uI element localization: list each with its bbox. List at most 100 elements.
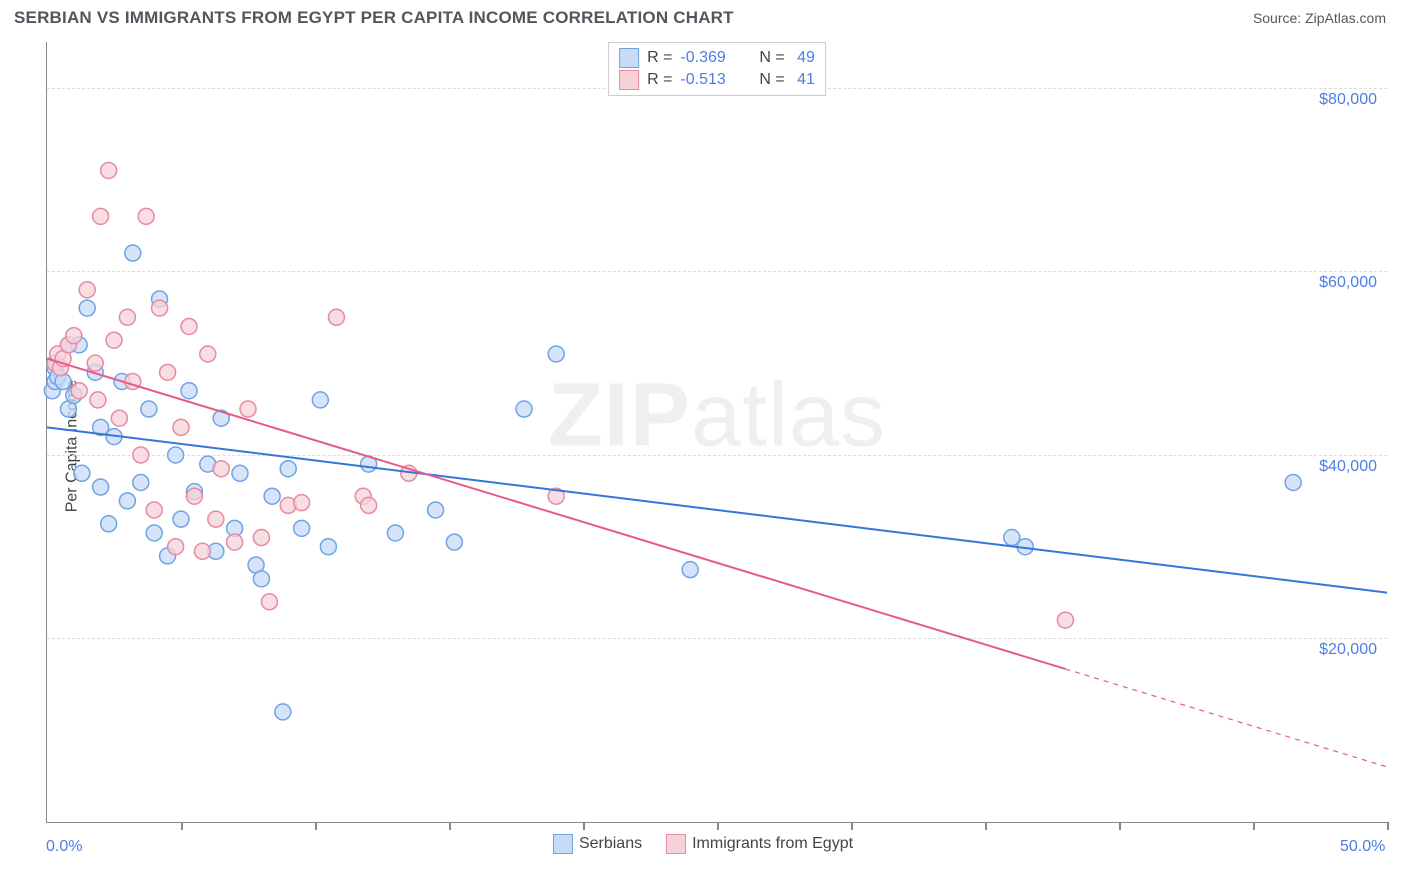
- data-point: [111, 410, 127, 426]
- trend-line-extrapolated: [1065, 669, 1387, 767]
- y-tick-label: $20,000: [1319, 641, 1377, 659]
- data-point: [312, 392, 328, 408]
- data-point: [168, 539, 184, 555]
- data-point: [74, 465, 90, 481]
- scatter-svg: [47, 42, 1387, 822]
- data-point: [208, 511, 224, 527]
- data-point: [173, 419, 189, 435]
- x-tick: [1387, 822, 1389, 830]
- correlation-legend: R = -0.369 N = 49R = -0.513 N = 41: [608, 42, 826, 96]
- legend-r-label: R =: [647, 71, 672, 89]
- data-point: [261, 594, 277, 610]
- data-point: [213, 461, 229, 477]
- data-point: [87, 355, 103, 371]
- x-tick: [985, 822, 987, 830]
- data-point: [173, 511, 189, 527]
- data-point: [66, 328, 82, 344]
- data-point: [227, 534, 243, 550]
- data-point: [1057, 612, 1073, 628]
- data-point: [79, 300, 95, 316]
- data-point: [240, 401, 256, 417]
- data-point: [138, 208, 154, 224]
- legend-n-label: N =: [750, 71, 784, 89]
- y-tick-label: $40,000: [1319, 458, 1377, 476]
- data-point: [387, 525, 403, 541]
- x-tick: [717, 822, 719, 830]
- legend-swatch: [619, 48, 639, 68]
- data-point: [548, 346, 564, 362]
- x-tick: [583, 822, 585, 830]
- data-point: [275, 704, 291, 720]
- data-point: [160, 364, 176, 380]
- data-point: [186, 488, 202, 504]
- legend-swatch: [553, 834, 573, 854]
- legend-r-value: -0.513: [680, 71, 742, 89]
- data-point: [90, 392, 106, 408]
- x-tick: [315, 822, 317, 830]
- data-point: [133, 447, 149, 463]
- data-point: [146, 525, 162, 541]
- x-axis-max-label: 50.0%: [1340, 838, 1385, 856]
- legend-swatch: [666, 834, 686, 854]
- series-legend: Serbians Immigrants from Egypt: [553, 834, 853, 854]
- source-attribution: Source: ZipAtlas.com: [1253, 10, 1386, 26]
- data-point: [194, 543, 210, 559]
- data-point: [101, 516, 117, 532]
- legend-n-label: N =: [750, 49, 784, 67]
- data-point: [253, 530, 269, 546]
- data-point: [682, 562, 698, 578]
- y-tick-label: $80,000: [1319, 91, 1377, 109]
- legend-n-value: 41: [793, 71, 815, 89]
- data-point: [79, 282, 95, 298]
- data-point: [232, 465, 248, 481]
- data-point: [516, 401, 532, 417]
- legend-series-item: Serbians: [553, 834, 642, 854]
- data-point: [320, 539, 336, 555]
- x-axis-min-label: 0.0%: [46, 838, 82, 856]
- x-tick: [1119, 822, 1121, 830]
- data-point: [71, 383, 87, 399]
- data-point: [119, 493, 135, 509]
- data-point: [93, 208, 109, 224]
- plot-area: ZIPatlas $20,000$40,000$60,000$80,000 R …: [46, 42, 1387, 823]
- data-point: [294, 495, 310, 511]
- data-point: [181, 383, 197, 399]
- y-tick-label: $60,000: [1319, 274, 1377, 292]
- data-point: [446, 534, 462, 550]
- legend-stats-row: R = -0.513 N = 41: [619, 69, 815, 91]
- data-point: [428, 502, 444, 518]
- data-point: [133, 474, 149, 490]
- data-point: [119, 309, 135, 325]
- legend-stats-row: R = -0.369 N = 49: [619, 47, 815, 69]
- x-tick: [851, 822, 853, 830]
- legend-series-item: Immigrants from Egypt: [666, 834, 853, 854]
- data-point: [152, 300, 168, 316]
- data-point: [101, 162, 117, 178]
- x-tick: [449, 822, 451, 830]
- legend-series-name: Serbians: [579, 835, 642, 853]
- trend-line: [47, 359, 1065, 669]
- data-point: [168, 447, 184, 463]
- data-point: [253, 571, 269, 587]
- data-point: [200, 346, 216, 362]
- data-point: [181, 318, 197, 334]
- data-point: [294, 520, 310, 536]
- x-tick: [181, 822, 183, 830]
- legend-r-value: -0.369: [680, 49, 742, 67]
- legend-r-label: R =: [647, 49, 672, 67]
- data-point: [328, 309, 344, 325]
- data-point: [146, 502, 162, 518]
- data-point: [106, 332, 122, 348]
- data-point: [93, 479, 109, 495]
- data-point: [1285, 474, 1301, 490]
- x-tick: [1253, 822, 1255, 830]
- legend-n-value: 49: [793, 49, 815, 67]
- data-point: [280, 461, 296, 477]
- data-point: [361, 497, 377, 513]
- legend-series-name: Immigrants from Egypt: [692, 835, 853, 853]
- chart-title: SERBIAN VS IMMIGRANTS FROM EGYPT PER CAP…: [14, 8, 734, 28]
- data-point: [125, 245, 141, 261]
- legend-swatch: [619, 70, 639, 90]
- data-point: [264, 488, 280, 504]
- data-point: [141, 401, 157, 417]
